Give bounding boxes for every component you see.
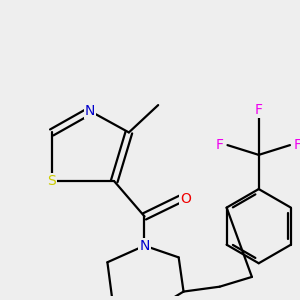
Text: O: O: [180, 192, 191, 206]
Text: F: F: [216, 138, 224, 152]
Text: N: N: [139, 239, 150, 253]
Text: S: S: [47, 174, 56, 188]
Text: F: F: [255, 103, 263, 117]
Text: N: N: [85, 104, 95, 118]
Text: F: F: [294, 138, 300, 152]
